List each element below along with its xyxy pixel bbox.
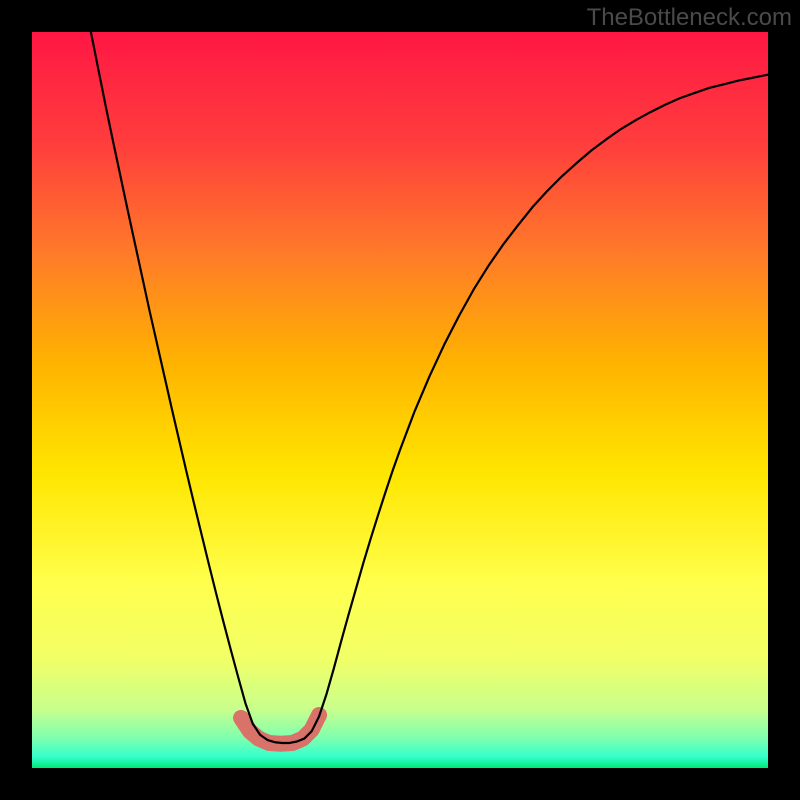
- bottleneck-highlight: [241, 715, 319, 744]
- watermark-text: TheBottleneck.com: [587, 4, 792, 32]
- plot-area: [32, 32, 768, 768]
- chart-stage: TheBottleneck.com: [0, 0, 800, 800]
- bottleneck-curve: [91, 32, 768, 743]
- curve-layer: [32, 32, 768, 768]
